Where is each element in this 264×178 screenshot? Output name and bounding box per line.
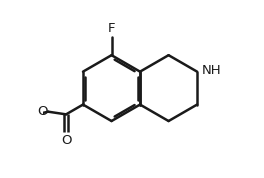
Text: F: F xyxy=(108,22,115,35)
Text: O: O xyxy=(61,135,71,148)
Text: O: O xyxy=(37,105,47,118)
Text: NH: NH xyxy=(201,64,221,77)
